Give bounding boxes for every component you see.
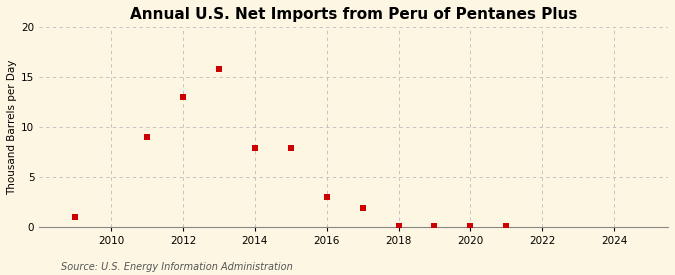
Point bbox=[178, 95, 188, 99]
Point bbox=[142, 135, 153, 139]
Point bbox=[357, 206, 368, 210]
Point bbox=[70, 215, 80, 219]
Point bbox=[321, 195, 332, 199]
Point bbox=[250, 146, 261, 150]
Title: Annual U.S. Net Imports from Peru of Pentanes Plus: Annual U.S. Net Imports from Peru of Pen… bbox=[130, 7, 577, 22]
Point bbox=[501, 224, 512, 229]
Y-axis label: Thousand Barrels per Day: Thousand Barrels per Day bbox=[7, 59, 17, 195]
Point bbox=[465, 224, 476, 229]
Point bbox=[213, 67, 224, 72]
Point bbox=[393, 224, 404, 229]
Point bbox=[429, 224, 440, 229]
Text: Source: U.S. Energy Information Administration: Source: U.S. Energy Information Administ… bbox=[61, 262, 292, 272]
Point bbox=[286, 146, 296, 150]
